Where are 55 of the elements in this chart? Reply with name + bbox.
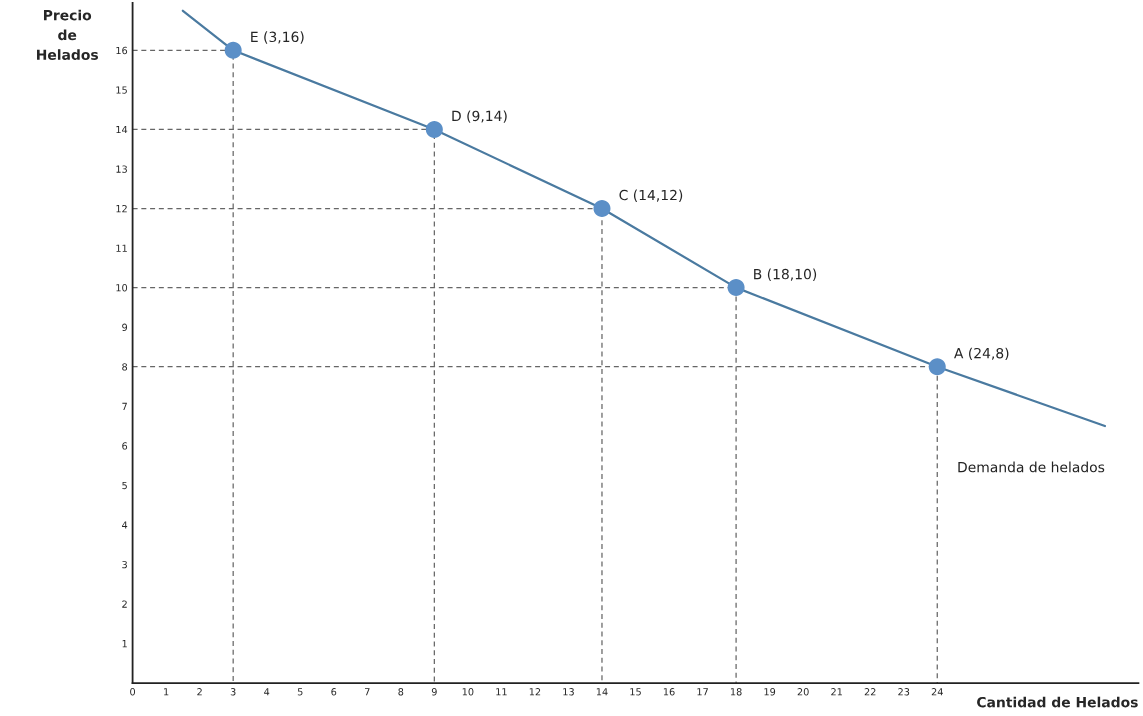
x-tick-label: 12 [529, 688, 541, 696]
y-tick-label: 13 [116, 165, 127, 173]
y-tick-label: 3 [122, 560, 127, 569]
point [224, 41, 242, 59]
x-tick-label: 14 [596, 688, 608, 696]
x-axis-title: Cantidad de Helados [977, 696, 1138, 708]
y-tick-label: 9 [122, 323, 128, 331]
x-tick-label: 21 [831, 688, 842, 696]
text: Demanda de helados [958, 461, 1105, 473]
y-tick-label: 11 [116, 244, 127, 252]
x-tick-label: 18 [730, 688, 742, 696]
x-tick-label: 11 [496, 688, 507, 696]
x-tick-label: 7 [364, 688, 370, 696]
x-tick-label: 15 [630, 688, 641, 696]
x-tick-label: 23 [898, 688, 910, 696]
x-tick-label: 8 [398, 688, 404, 696]
y-tick-label: 15 [116, 86, 127, 94]
y-tick-label: 10 [116, 284, 128, 292]
x-tick-label: 0 [130, 688, 136, 696]
point [425, 120, 443, 138]
x-tick-label: 6 [331, 688, 337, 696]
y-tick-label: 6 [122, 442, 128, 450]
point [727, 279, 745, 297]
line-series [181, 9, 1107, 428]
x-tick-label: 16 [663, 688, 675, 696]
x-tick-label: 10 [462, 688, 474, 696]
x-tick-label: 19 [764, 688, 776, 696]
x-tick-label: 3 [230, 688, 236, 696]
x-tick-label: 2 [197, 688, 202, 696]
annotation: B (18,10) [754, 268, 817, 281]
y-tick-label: 4 [122, 521, 128, 529]
x-tick-label: 17 [697, 688, 708, 696]
x-tick-label: 22 [864, 688, 876, 696]
y-tick-label: 1 [122, 640, 127, 648]
y-tick-label: 5 [122, 481, 127, 490]
y-tick-label: 16 [116, 46, 128, 55]
y-tick-label: 12 [116, 204, 127, 213]
point [593, 200, 611, 218]
point [928, 358, 946, 376]
x-tick-label: 24 [931, 688, 943, 696]
y-tick-label: 14 [116, 126, 128, 134]
annotation: A (24,8) [954, 347, 1009, 361]
x-tick-label: 1 [164, 688, 169, 696]
x-tick-label: 13 [563, 688, 574, 696]
y-axis-title: Precio de Helados [37, 9, 99, 60]
annotation: E (3,16) [251, 31, 304, 44]
y-tick-label: 8 [122, 363, 128, 371]
x-tick-label: 20 [797, 688, 809, 696]
annotation: D (9,14) [452, 110, 507, 123]
y-tick-label: 2 [122, 600, 127, 608]
y-tick-label: 7 [122, 402, 127, 410]
x-tick-label: 5 [297, 688, 303, 696]
annotation: C (14,12) [619, 189, 683, 202]
x-tick-label: 4 [264, 688, 270, 696]
x-tick-label: 9 [431, 688, 437, 696]
